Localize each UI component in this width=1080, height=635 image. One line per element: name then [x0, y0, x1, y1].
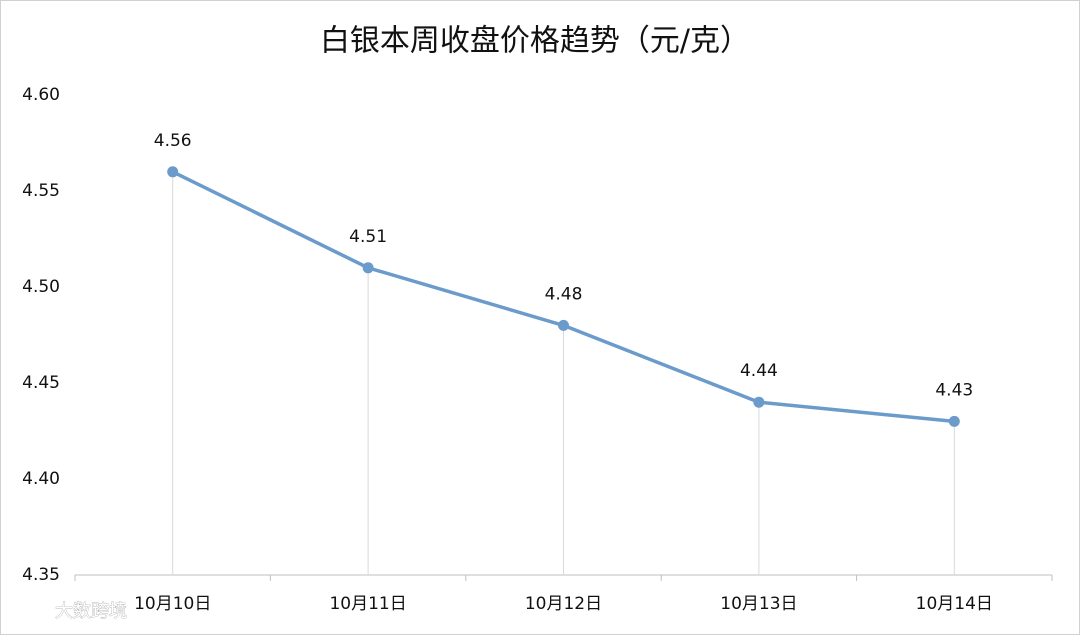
data-point — [362, 262, 374, 274]
x-tick-label: 10月14日 — [916, 594, 993, 614]
data-point — [167, 166, 179, 178]
x-tick-label: 10月10日 — [134, 594, 211, 614]
chart-title: 白银本周收盘价格趋势（元/克） — [320, 24, 750, 59]
y-tick-label: 4.40 — [22, 469, 60, 489]
y-tick-label: 4.60 — [22, 85, 60, 105]
x-tick-label: 10月12日 — [525, 594, 602, 614]
data-label: 4.44 — [740, 361, 778, 381]
y-tick-label: 4.50 — [22, 277, 60, 297]
data-label: 4.56 — [154, 131, 192, 151]
data-point — [558, 319, 569, 331]
data-label: 4.48 — [545, 284, 583, 304]
data-label: 4.51 — [349, 227, 387, 247]
watermark: 大数跨境 — [55, 601, 127, 622]
x-tick-label: 10月13日 — [720, 594, 797, 614]
y-tick-label: 4.45 — [22, 373, 60, 393]
y-tick-label: 4.35 — [22, 565, 60, 585]
data-point — [753, 396, 765, 408]
x-tick-label: 10月11日 — [329, 594, 406, 614]
y-tick-label: 4.55 — [22, 181, 60, 201]
data-point — [948, 415, 960, 427]
data-label: 4.43 — [935, 380, 973, 400]
